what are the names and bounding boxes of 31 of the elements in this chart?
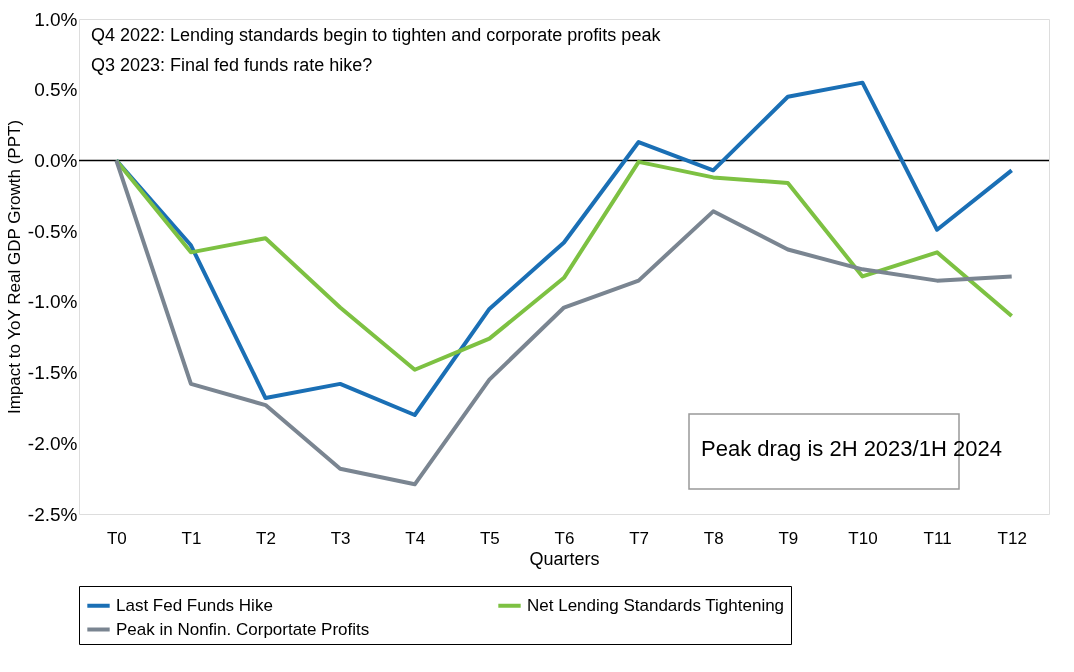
line-series: [114, 158, 1014, 372]
legend-label: Net Lending Standards Tightening: [527, 595, 785, 615]
x-tick-label: T1: [181, 528, 202, 548]
annotation: Q4 2022: Lending standards begin to tighten and corporate profits peak: [91, 25, 662, 45]
x-tick-label: T9: [778, 528, 799, 548]
y-tick-label: -2.5%: [27, 503, 78, 525]
x-tick-label: T11: [923, 528, 952, 548]
y-tick-label: 0.0%: [34, 149, 78, 171]
y-tick-label: -1.0%: [27, 291, 78, 313]
y-tick-label: -2.0%: [27, 432, 78, 454]
x-tick-label: T12: [997, 528, 1027, 548]
y-tick-label: -0.5%: [27, 220, 78, 242]
legend-label: Last Fed Funds Hike: [116, 595, 273, 615]
x-tick-label: T3: [330, 528, 351, 548]
annotation: Q3 2023: Final fed funds rate hike?: [91, 55, 373, 75]
y-tick-label: 1.0%: [34, 8, 78, 30]
x-tick-label: T0: [106, 528, 127, 548]
x-tick-label: T7: [629, 528, 650, 548]
x-tick-label: T6: [554, 528, 575, 548]
x-tick-label: T4: [405, 528, 426, 548]
legend-label: Peak in Nonfin. Corportate Profits: [116, 619, 370, 639]
x-tick-label: T10: [848, 528, 878, 548]
y-axis-title: Impact to YoY Real GDP Growth (PPT): [4, 119, 24, 415]
x-tick-label: T5: [479, 528, 500, 548]
y-tick-label: -1.5%: [27, 362, 78, 384]
x-tick-label: T8: [703, 528, 724, 548]
x-tick-label: T2: [256, 528, 276, 548]
x-axis-title: Quarters: [529, 548, 600, 569]
annotation: Peak drag is 2H 2023/1H 2024: [701, 436, 1002, 461]
y-tick-label: 0.5%: [34, 79, 78, 101]
line-series: [114, 158, 1014, 487]
